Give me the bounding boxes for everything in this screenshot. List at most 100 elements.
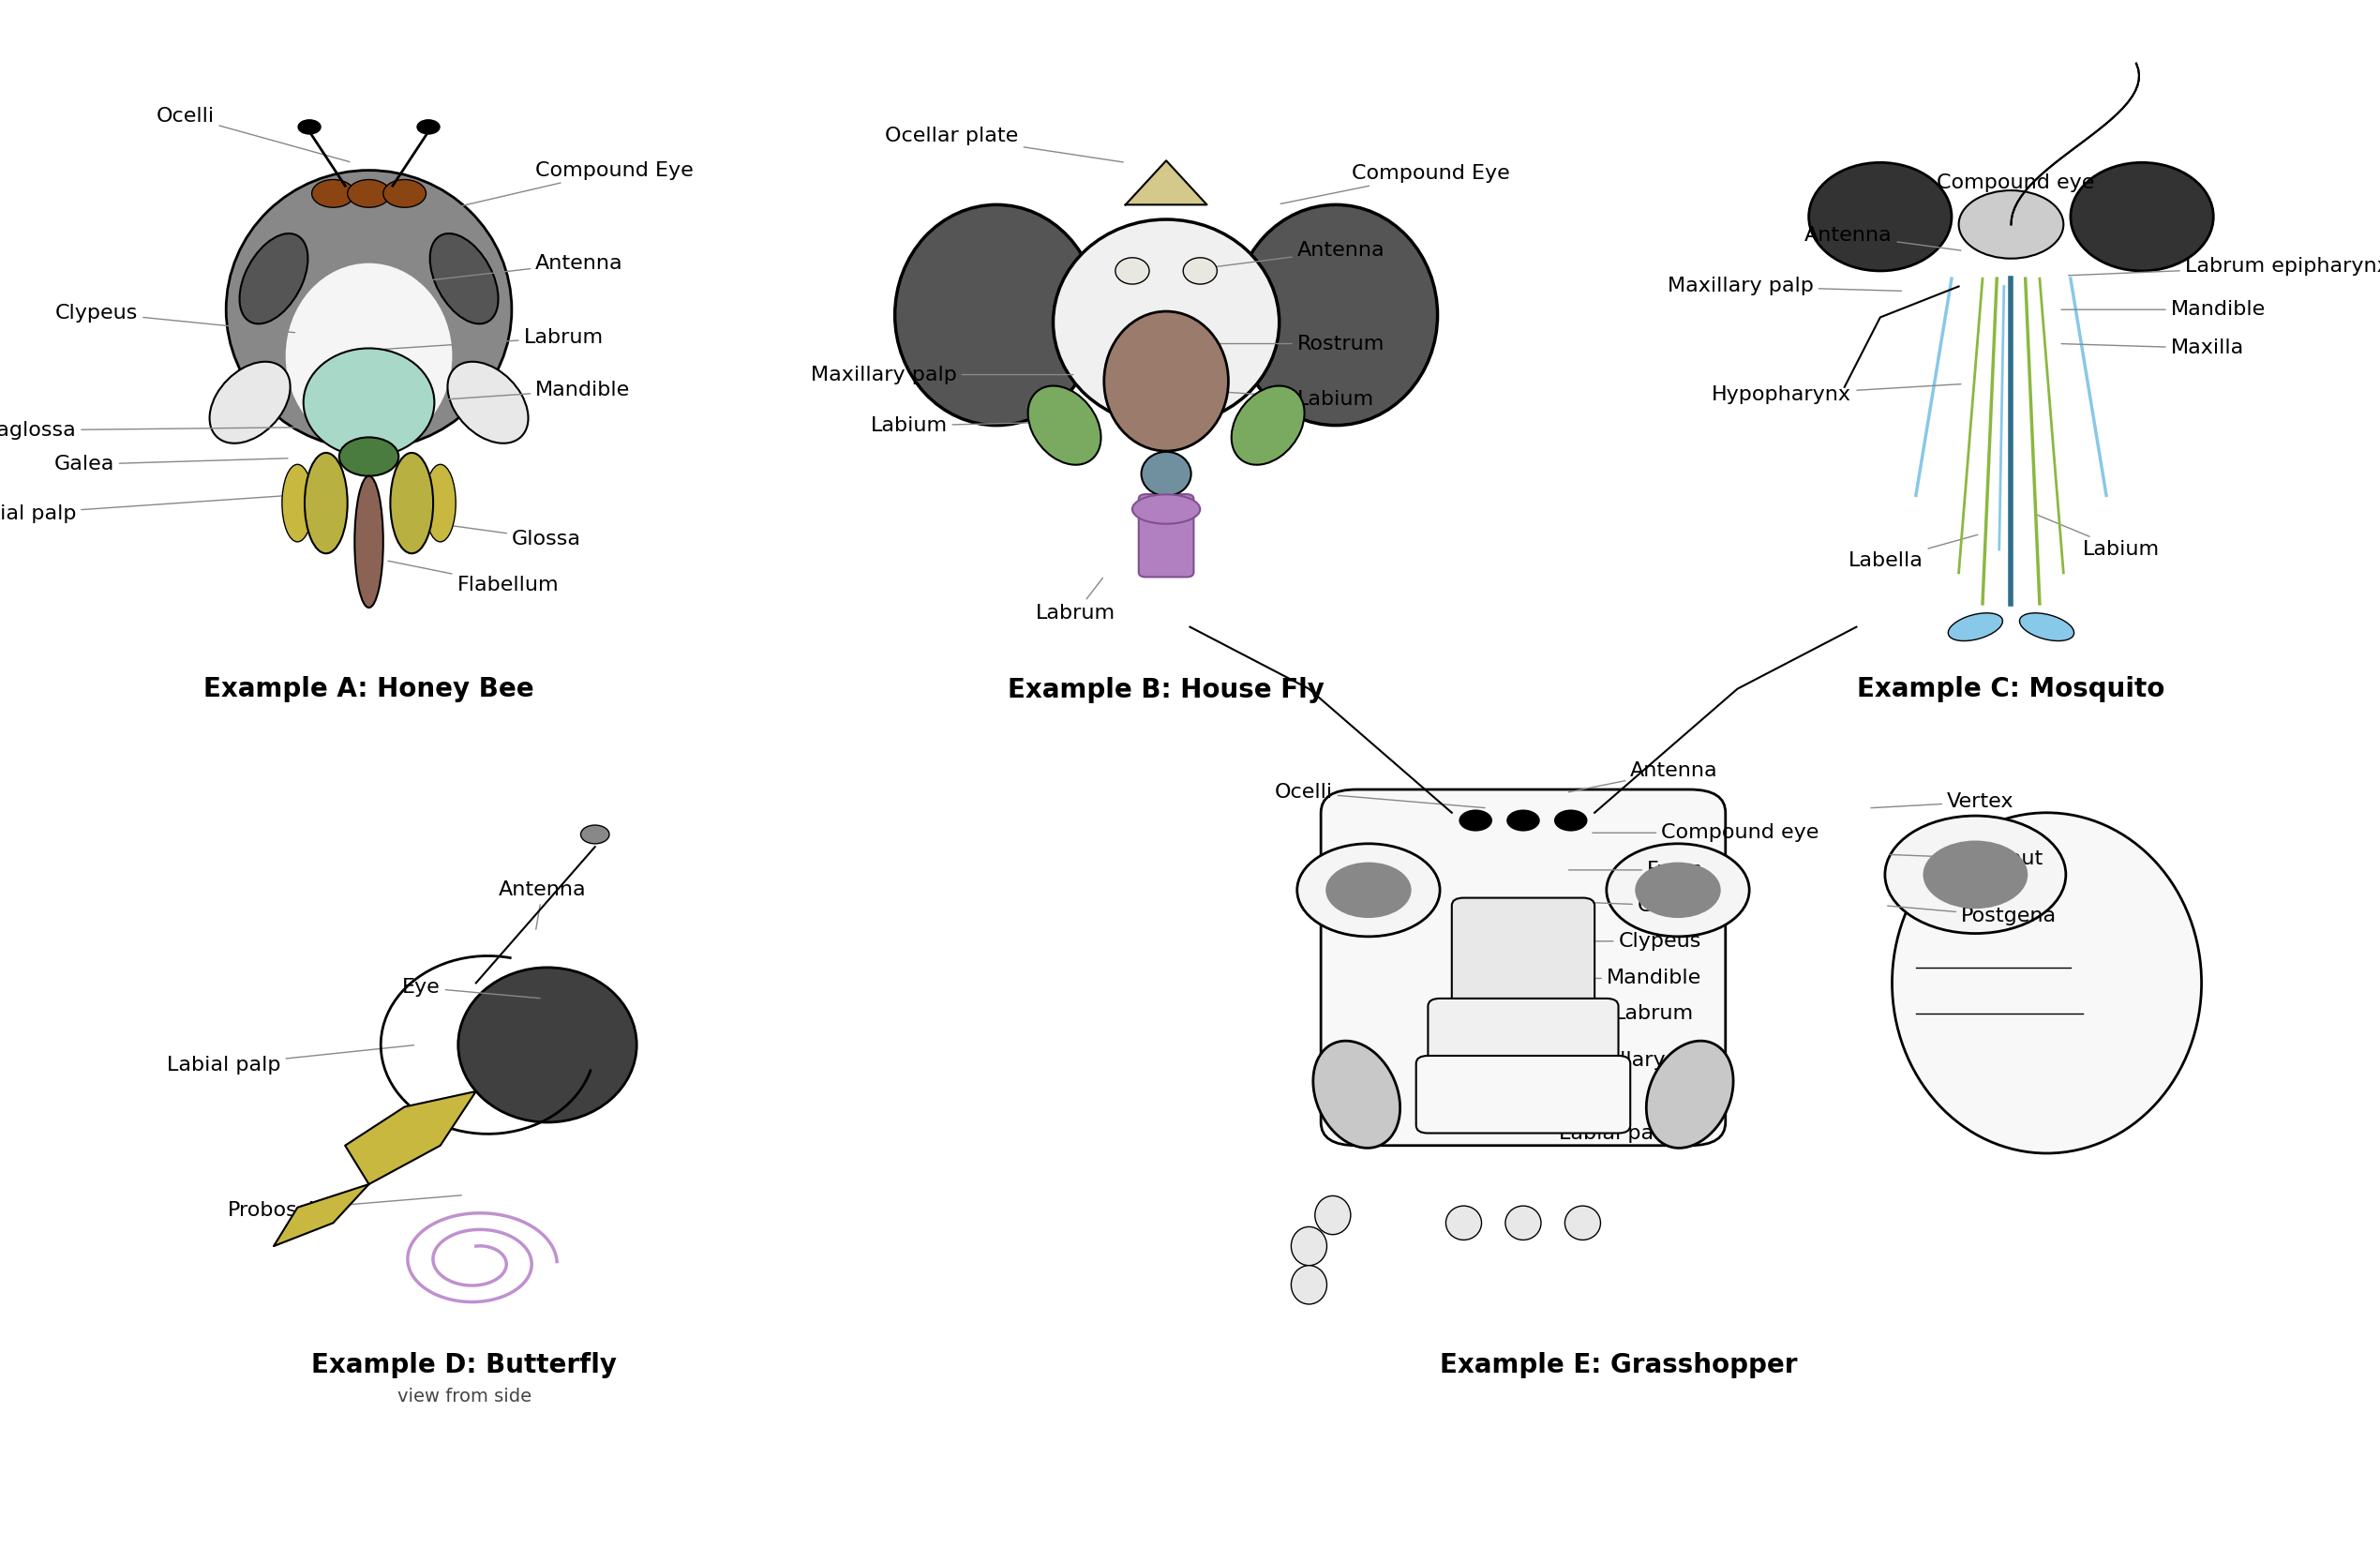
Circle shape bbox=[1326, 862, 1411, 918]
Text: Antenna: Antenna bbox=[419, 254, 624, 282]
Text: Postgena: Postgena bbox=[1887, 906, 2056, 926]
Text: Maxillary palp: Maxillary palp bbox=[1490, 1051, 1716, 1070]
Text: Maxilla: Maxilla bbox=[2061, 339, 2244, 358]
Circle shape bbox=[1554, 810, 1587, 831]
Text: Labrum epipharynx: Labrum epipharynx bbox=[2068, 257, 2380, 276]
Ellipse shape bbox=[424, 464, 455, 542]
Ellipse shape bbox=[431, 234, 497, 324]
Text: Flabellum: Flabellum bbox=[388, 560, 559, 594]
Ellipse shape bbox=[1504, 1206, 1542, 1240]
Text: Paraglossa: Paraglossa bbox=[0, 421, 302, 440]
Text: Mandible: Mandible bbox=[2061, 300, 2266, 319]
Text: Mandible: Mandible bbox=[1530, 969, 1702, 988]
Ellipse shape bbox=[1052, 220, 1280, 426]
Text: Ocelli: Ocelli bbox=[157, 107, 350, 163]
Ellipse shape bbox=[390, 454, 433, 554]
Text: Example D: Butterfly: Example D: Butterfly bbox=[312, 1353, 616, 1378]
FancyBboxPatch shape bbox=[1452, 898, 1595, 1022]
Text: Example E: Grasshopper: Example E: Grasshopper bbox=[1440, 1353, 1797, 1378]
Text: Clypeus: Clypeus bbox=[1545, 932, 1702, 950]
Circle shape bbox=[383, 180, 426, 207]
Ellipse shape bbox=[1949, 613, 2002, 641]
Text: Antenna: Antenna bbox=[500, 881, 585, 929]
Text: Labial palp: Labial palp bbox=[0, 495, 288, 523]
Ellipse shape bbox=[1892, 813, 2202, 1153]
Text: Labial palp: Labial palp bbox=[1483, 1118, 1673, 1142]
Circle shape bbox=[1459, 810, 1492, 831]
Ellipse shape bbox=[1647, 1040, 1733, 1149]
Ellipse shape bbox=[305, 348, 433, 457]
Text: Proboscis: Proboscis bbox=[228, 1195, 462, 1220]
Text: Labrum: Labrum bbox=[1537, 1005, 1695, 1023]
Ellipse shape bbox=[1116, 257, 1150, 285]
Text: Labium: Labium bbox=[1197, 390, 1373, 409]
Ellipse shape bbox=[1104, 311, 1228, 450]
Ellipse shape bbox=[226, 170, 512, 449]
Circle shape bbox=[1959, 190, 2063, 259]
Text: Compound Eye: Compound Eye bbox=[1280, 164, 1509, 204]
FancyBboxPatch shape bbox=[1428, 998, 1618, 1076]
Ellipse shape bbox=[1142, 452, 1190, 495]
Ellipse shape bbox=[305, 454, 347, 554]
Text: Example C: Mosquito: Example C: Mosquito bbox=[1856, 676, 2166, 701]
FancyBboxPatch shape bbox=[1321, 789, 1726, 1146]
Text: Gena: Gena bbox=[1554, 896, 1692, 915]
Ellipse shape bbox=[457, 968, 635, 1122]
Text: Labella: Labella bbox=[1849, 534, 1978, 570]
Circle shape bbox=[1635, 862, 1721, 918]
Text: Vertex: Vertex bbox=[1871, 793, 2013, 811]
Circle shape bbox=[1923, 841, 2028, 909]
Text: Compound Eye: Compound Eye bbox=[431, 161, 693, 214]
Circle shape bbox=[312, 180, 355, 207]
Circle shape bbox=[1507, 810, 1540, 831]
Polygon shape bbox=[1126, 161, 1207, 204]
Text: Ocellar plate: Ocellar plate bbox=[885, 127, 1123, 163]
Ellipse shape bbox=[2071, 163, 2213, 271]
Text: Eye: Eye bbox=[402, 978, 540, 998]
Ellipse shape bbox=[2021, 613, 2073, 641]
Ellipse shape bbox=[209, 362, 290, 443]
Ellipse shape bbox=[1314, 1040, 1399, 1149]
Ellipse shape bbox=[1028, 385, 1102, 464]
Text: Example A: Honey Bee: Example A: Honey Bee bbox=[205, 676, 533, 701]
Ellipse shape bbox=[1230, 385, 1304, 464]
Text: Compound eye: Compound eye bbox=[1592, 824, 1818, 842]
Polygon shape bbox=[345, 1091, 476, 1184]
FancyBboxPatch shape bbox=[1138, 494, 1195, 577]
Text: view from side: view from side bbox=[397, 1387, 531, 1406]
Text: Labrum: Labrum bbox=[1035, 577, 1116, 622]
Text: Ocelli: Ocelli bbox=[1276, 783, 1485, 808]
Text: Maxillary palp: Maxillary palp bbox=[1668, 277, 1902, 296]
Ellipse shape bbox=[1235, 204, 1438, 426]
Ellipse shape bbox=[447, 362, 528, 443]
Circle shape bbox=[298, 119, 321, 135]
Text: Mandible: Mandible bbox=[447, 381, 631, 399]
Circle shape bbox=[581, 825, 609, 844]
Ellipse shape bbox=[1133, 494, 1200, 523]
Ellipse shape bbox=[895, 204, 1097, 426]
Text: Labial palp: Labial palp bbox=[167, 1045, 414, 1074]
Text: Clypeus: Clypeus bbox=[55, 303, 295, 333]
FancyBboxPatch shape bbox=[1416, 1056, 1630, 1133]
Polygon shape bbox=[274, 1184, 369, 1246]
Text: Antenna: Antenna bbox=[1568, 762, 1718, 793]
Ellipse shape bbox=[338, 437, 400, 477]
Text: Frons: Frons bbox=[1568, 861, 1702, 879]
Circle shape bbox=[347, 180, 390, 207]
Ellipse shape bbox=[1290, 1266, 1328, 1303]
Ellipse shape bbox=[1183, 257, 1216, 285]
Ellipse shape bbox=[1566, 1206, 1602, 1240]
Text: Compound eye: Compound eye bbox=[1937, 173, 2094, 211]
Ellipse shape bbox=[286, 263, 452, 449]
Text: Glossa: Glossa bbox=[402, 519, 581, 548]
Circle shape bbox=[1885, 816, 2066, 933]
Text: Labium: Labium bbox=[2037, 515, 2159, 559]
Ellipse shape bbox=[1445, 1206, 1480, 1240]
Ellipse shape bbox=[1314, 1197, 1352, 1235]
Ellipse shape bbox=[355, 477, 383, 608]
Ellipse shape bbox=[1809, 163, 1952, 271]
Text: Example B: House Fly: Example B: House Fly bbox=[1007, 678, 1326, 703]
Text: Labrum: Labrum bbox=[376, 328, 605, 350]
Text: Occiput: Occiput bbox=[1890, 850, 2044, 868]
Ellipse shape bbox=[240, 234, 307, 324]
